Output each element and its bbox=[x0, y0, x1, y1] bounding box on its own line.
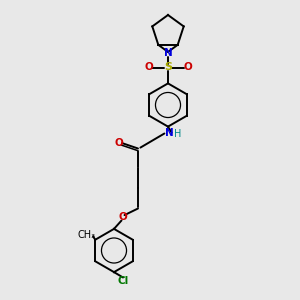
Text: O: O bbox=[114, 137, 123, 148]
Text: N: N bbox=[164, 48, 172, 59]
Text: S: S bbox=[164, 62, 172, 73]
Text: O: O bbox=[183, 62, 192, 73]
Text: H: H bbox=[174, 129, 181, 139]
Text: O: O bbox=[144, 62, 153, 73]
Text: O: O bbox=[118, 212, 127, 223]
Text: N: N bbox=[165, 128, 174, 139]
Text: CH₃: CH₃ bbox=[78, 230, 96, 241]
Text: Cl: Cl bbox=[117, 275, 129, 286]
